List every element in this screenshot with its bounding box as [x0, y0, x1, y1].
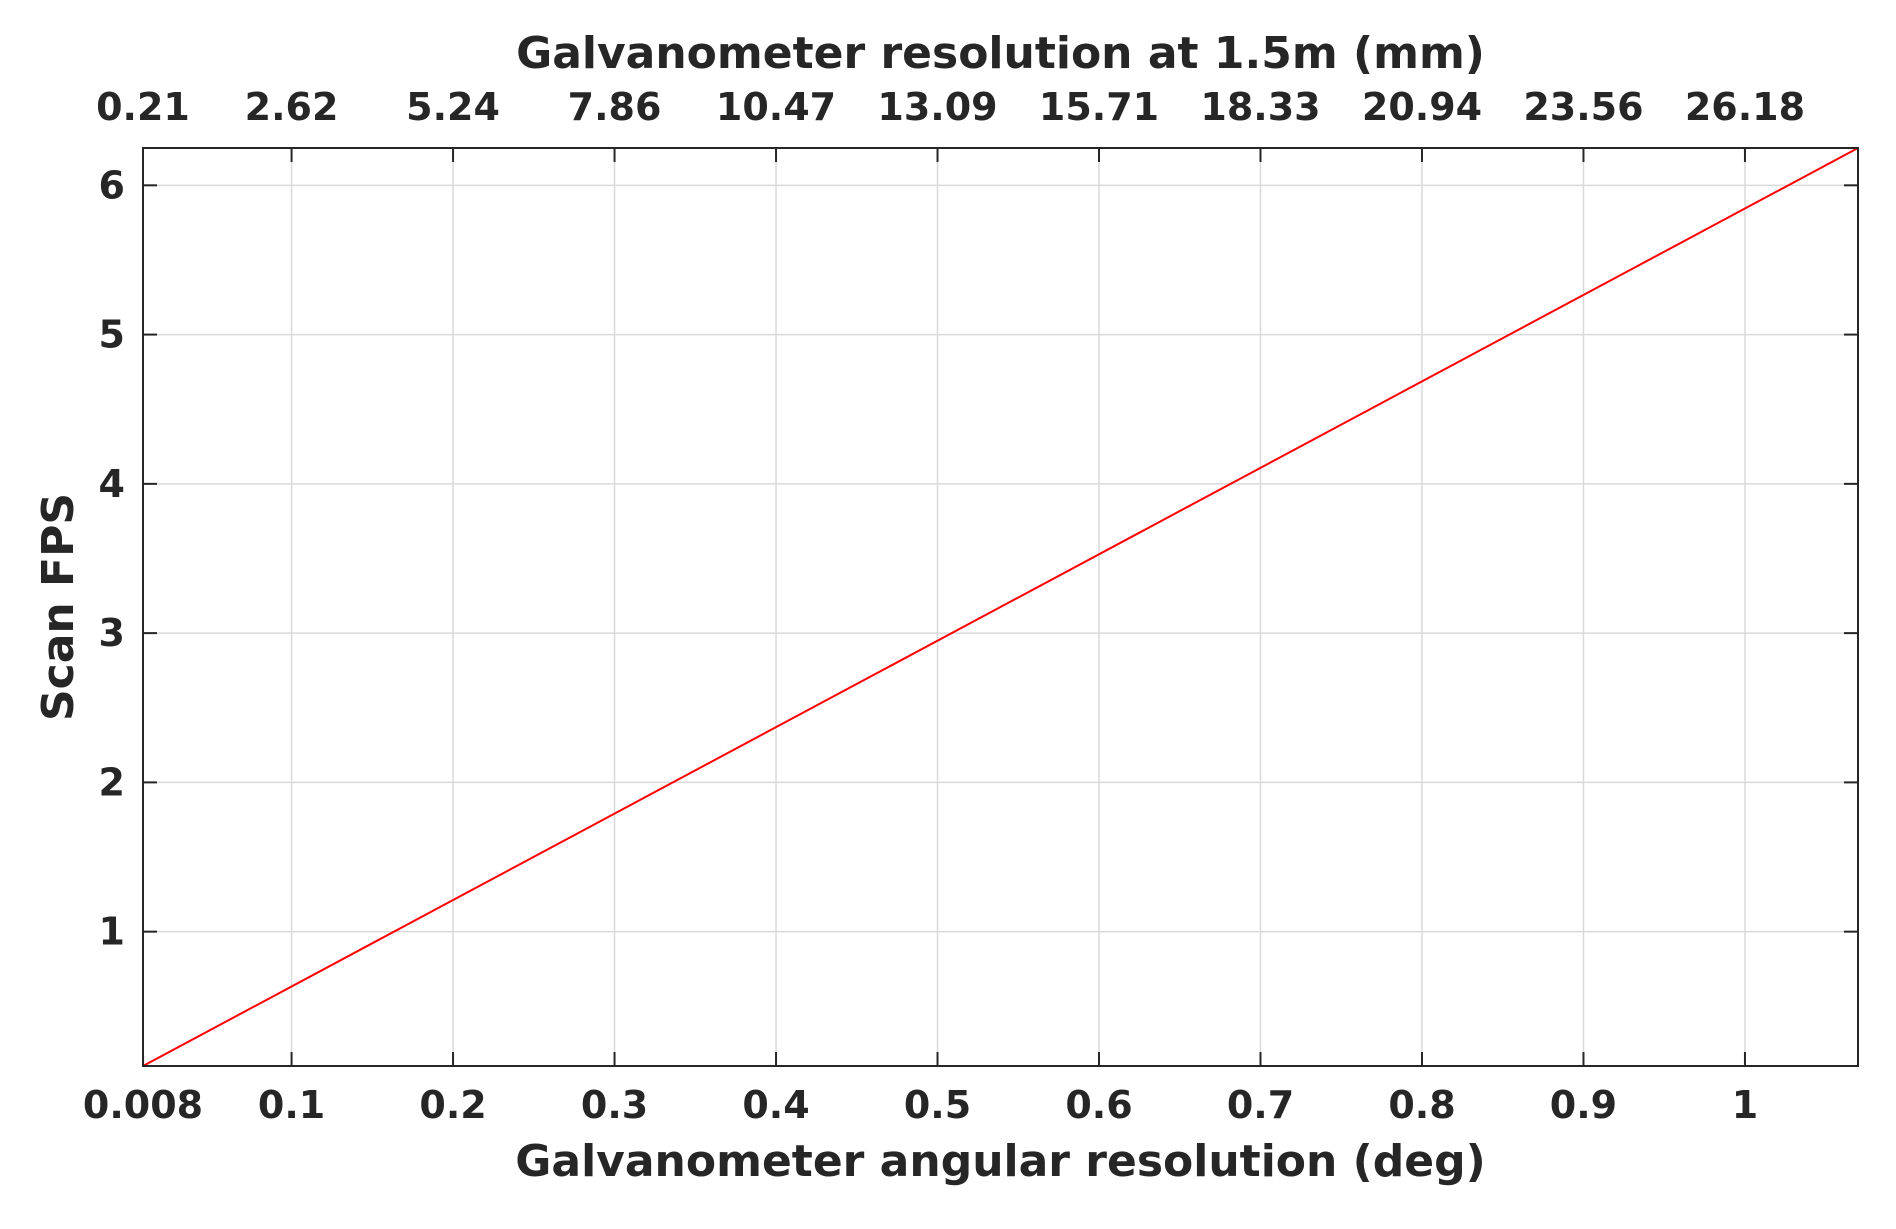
x2-tick-label: 5.24 — [406, 85, 500, 129]
x-tick-label: 0.4 — [742, 1083, 809, 1127]
x-tick-label: 0.3 — [581, 1083, 648, 1127]
x-tick-label: 0.8 — [1388, 1083, 1455, 1127]
x2-tick-label: 2.62 — [245, 85, 339, 129]
series-line — [142, 147, 1859, 1067]
x2-tick-label: 0.21 — [96, 85, 190, 129]
x-tick-label: 1 — [1732, 1083, 1758, 1127]
x2-axis-title: Galvanometer resolution at 1.5m (mm) — [516, 28, 1485, 79]
x-tick-label: 0.2 — [419, 1083, 486, 1127]
series-layer — [142, 147, 1859, 1067]
x2-tick-label: 20.94 — [1362, 85, 1482, 129]
y-axis-title: Scan FPS — [33, 493, 84, 721]
y-tick-label: 5 — [99, 313, 125, 357]
y-tick-label: 3 — [99, 611, 125, 655]
x2-tick-label: 26.18 — [1685, 85, 1805, 129]
x2-tick-label: 10.47 — [716, 85, 836, 129]
ticks: 0.008 0.1 0.2 0.3 0.4 0.5 0.6 0.7 0.8 0.9 1 0.21 2.6… — [83, 85, 1858, 1127]
y-tick-label: 6 — [99, 163, 125, 207]
x-tick-label: 0.008 — [83, 1083, 203, 1127]
grid — [142, 148, 1858, 1066]
x-tick-label: 0.7 — [1227, 1083, 1294, 1127]
plot-frame — [142, 147, 1859, 1067]
x2-tick-label: 18.33 — [1200, 85, 1320, 129]
x-tick-label: 0.9 — [1550, 1083, 1617, 1127]
x2-tick-label: 7.86 — [568, 85, 662, 129]
x2-tick-label: 13.09 — [877, 85, 997, 129]
x2-tick-label: 15.71 — [1039, 85, 1159, 129]
x-tick-label: 0.6 — [1065, 1083, 1132, 1127]
x2-tick-label: 23.56 — [1523, 85, 1643, 129]
y-tick-label: 2 — [99, 760, 125, 804]
y-tick-label: 1 — [99, 910, 125, 954]
x-tick-label: 0.5 — [904, 1083, 971, 1127]
y-tick-label: 4 — [99, 462, 125, 506]
x-axis-title: Galvanometer angular resolution (deg) — [515, 1136, 1485, 1187]
x-tick-label: 0.1 — [258, 1083, 325, 1127]
